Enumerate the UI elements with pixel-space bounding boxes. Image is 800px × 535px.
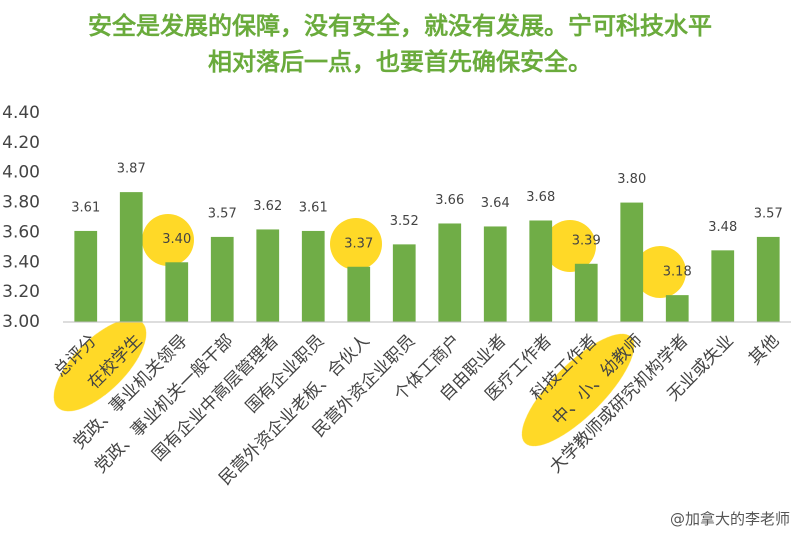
y-tick-label: 4.20 xyxy=(2,133,40,153)
bar xyxy=(256,229,280,322)
y-tick-label: 3.40 xyxy=(2,252,40,272)
value-label: 3.64 xyxy=(481,196,510,211)
watermark: @加拿大的李老师 xyxy=(669,510,790,528)
value-label: 3.57 xyxy=(754,206,783,221)
value-label: 3.40 xyxy=(162,232,191,247)
x-tick-label: 其他 xyxy=(745,331,783,369)
bar xyxy=(74,230,98,322)
y-tick-label: 4.00 xyxy=(2,163,40,183)
bar xyxy=(574,263,598,322)
highlight xyxy=(330,218,382,270)
value-label: 3.61 xyxy=(299,200,328,215)
value-label: 3.39 xyxy=(572,233,601,248)
highlight xyxy=(521,333,635,447)
chart-title: 安全是发展的保障，没有安全，就没有发展。宁可科技水平相对落后一点，也要首先确保安… xyxy=(88,12,712,76)
value-label: 3.52 xyxy=(390,214,419,229)
y-tick-label: 3.20 xyxy=(2,282,40,302)
bar xyxy=(301,230,325,322)
value-label: 3.87 xyxy=(117,162,146,177)
bar xyxy=(438,223,462,322)
y-tick-label: 4.40 xyxy=(2,103,40,123)
bar xyxy=(392,244,416,322)
bar xyxy=(483,226,507,322)
highlight xyxy=(544,220,596,272)
value-label: 3.62 xyxy=(253,199,282,214)
value-label: 3.57 xyxy=(208,206,237,221)
bar xyxy=(529,220,553,322)
value-label: 3.80 xyxy=(617,172,646,187)
bar xyxy=(665,295,689,322)
y-tick-label: 3.80 xyxy=(2,193,40,213)
bar xyxy=(620,202,644,322)
bar xyxy=(210,236,234,322)
highlights xyxy=(53,214,686,447)
value-label: 3.18 xyxy=(663,265,692,280)
value-label: 3.37 xyxy=(344,236,373,251)
value-label: 3.68 xyxy=(526,190,555,205)
bar xyxy=(119,192,143,322)
y-tick-label: 3.00 xyxy=(2,312,40,332)
value-label: 3.48 xyxy=(708,220,737,235)
highlight xyxy=(53,318,147,412)
y-tick-label: 3.60 xyxy=(2,222,40,242)
highlight xyxy=(634,246,686,298)
bar xyxy=(347,266,371,322)
value-label: 3.66 xyxy=(435,193,464,208)
value-label: 3.61 xyxy=(71,200,100,215)
highlight xyxy=(142,214,194,266)
bar xyxy=(165,262,189,322)
bar xyxy=(756,236,780,322)
bar xyxy=(711,250,735,322)
